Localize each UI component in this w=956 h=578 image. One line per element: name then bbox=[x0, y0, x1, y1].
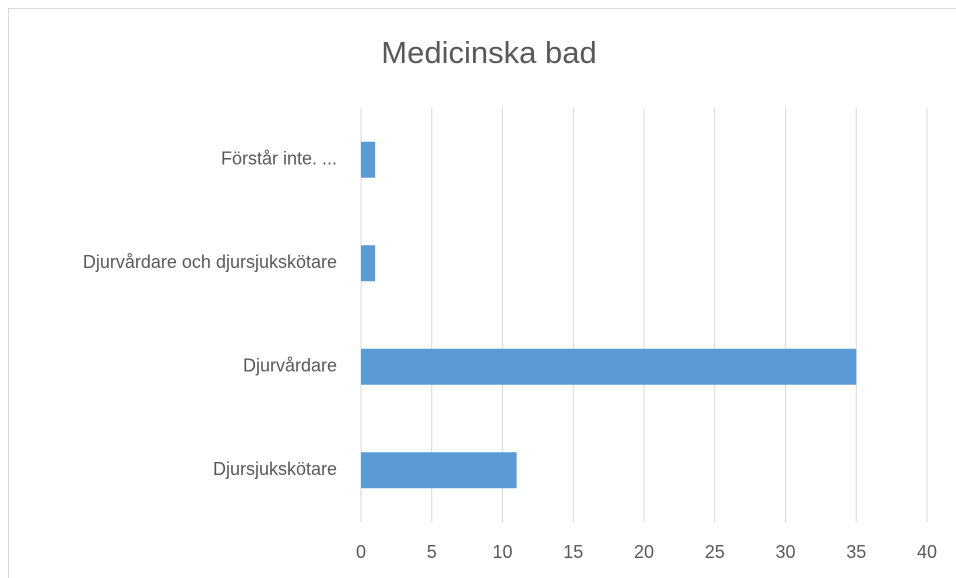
chart-border bbox=[8, 8, 956, 578]
bar bbox=[361, 348, 857, 385]
x-tick-label: 35 bbox=[846, 542, 866, 562]
bar bbox=[361, 141, 376, 178]
x-tick-label: 40 bbox=[917, 542, 937, 562]
y-tick-label: Djursjukskötare bbox=[213, 459, 337, 479]
x-tick-label: 30 bbox=[775, 542, 795, 562]
y-tick-label: Djurvårdare bbox=[243, 356, 337, 376]
x-tick-label: 10 bbox=[492, 542, 512, 562]
x-tick-label: 20 bbox=[634, 542, 654, 562]
y-tick-label: Förstår inte. ... bbox=[221, 149, 337, 169]
x-tick-label: 25 bbox=[705, 542, 725, 562]
x-tick-label: 15 bbox=[563, 542, 583, 562]
x-tick-label: 5 bbox=[427, 542, 437, 562]
bar bbox=[361, 245, 376, 282]
chart-title: Medicinska bad bbox=[381, 35, 596, 70]
bar bbox=[361, 452, 517, 489]
y-tick-label: Djurvårdare och djursjukskötare bbox=[83, 252, 337, 272]
x-tick-label: 0 bbox=[356, 542, 366, 562]
